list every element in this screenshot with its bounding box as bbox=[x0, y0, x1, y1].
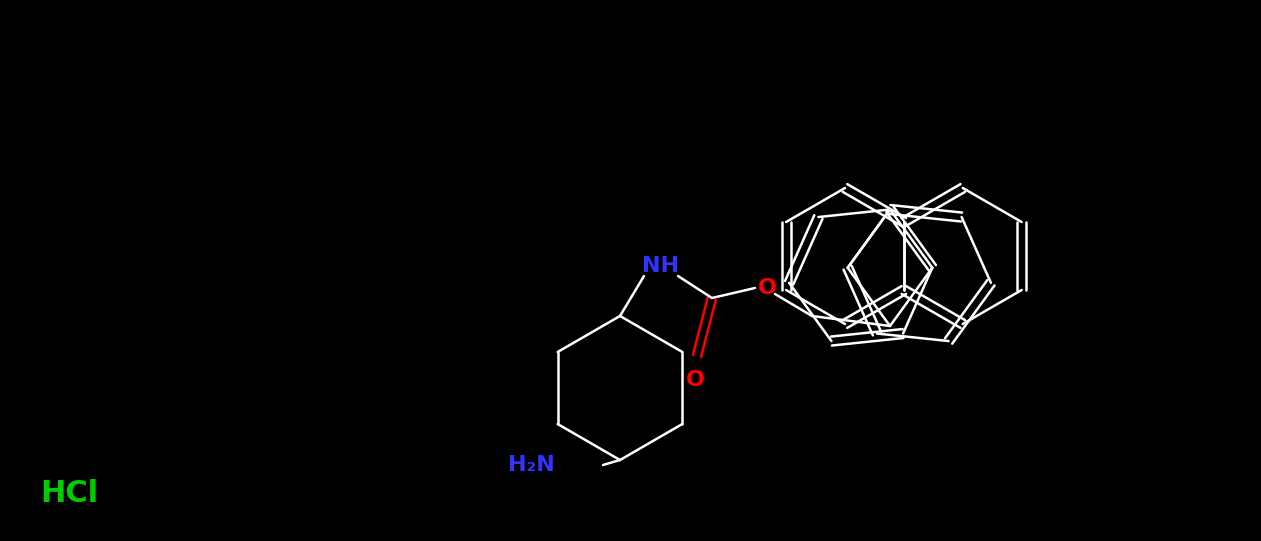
Text: O: O bbox=[686, 370, 705, 390]
Text: O: O bbox=[758, 278, 777, 298]
Text: HCl: HCl bbox=[40, 478, 98, 507]
Text: NH: NH bbox=[642, 256, 678, 276]
Text: H₂N: H₂N bbox=[508, 455, 555, 475]
